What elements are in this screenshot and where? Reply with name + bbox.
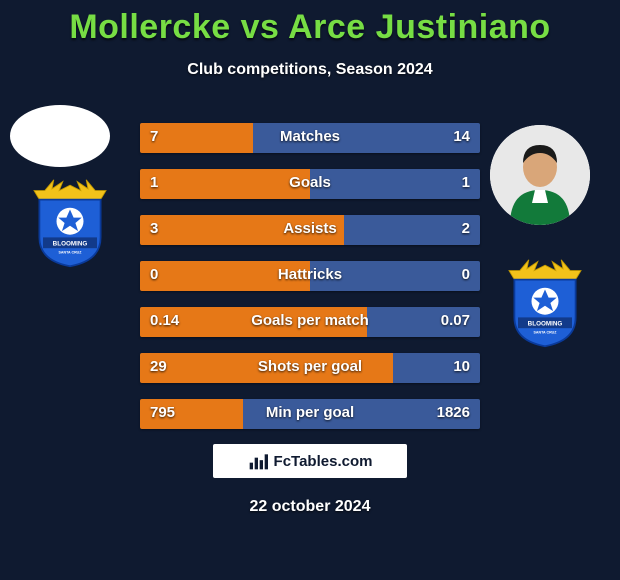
stat-row: 0.140.07Goals per match — [140, 307, 480, 337]
stat-row: 00Hattricks — [140, 261, 480, 291]
stat-label: Matches — [140, 128, 480, 145]
bar-chart-icon — [248, 451, 268, 471]
comparison-card: Mollercke vs Arce Justiniano Club compet… — [0, 0, 620, 580]
stat-label: Assists — [140, 220, 480, 237]
page-subtitle: Club competitions, Season 2024 — [0, 61, 620, 79]
svg-text:BLOOMING: BLOOMING — [53, 241, 88, 248]
page-title: Mollercke vs Arce Justiniano — [0, 0, 620, 47]
svg-text:BLOOMING: BLOOMING — [528, 321, 563, 328]
stat-row: 714Matches — [140, 123, 480, 153]
date-label: 22 october 2024 — [0, 498, 620, 516]
avatar-left — [10, 105, 110, 167]
svg-text:SANTA CRUZ: SANTA CRUZ — [59, 251, 83, 255]
brand-label: FcTables.com — [274, 453, 373, 470]
stat-label: Shots per goal — [140, 358, 480, 375]
stats-bars: 714Matches 11Goals 32Assists 00Hattricks 0.1… — [140, 123, 480, 445]
stat-label: Hattricks — [140, 266, 480, 283]
stat-row: 2910Shots per goal — [140, 353, 480, 383]
stat-row: 7951826Min per goal — [140, 399, 480, 429]
stat-row: 11Goals — [140, 169, 480, 199]
stat-row: 32Assists — [140, 215, 480, 245]
crest-right: BLOOMING SANTA CRUZ — [500, 258, 590, 348]
brand-box: FcTables.com — [213, 444, 407, 478]
club-crest-icon: BLOOMING SANTA CRUZ — [500, 258, 590, 348]
person-icon — [490, 125, 590, 225]
stat-label: Goals — [140, 174, 480, 191]
crest-left: BLOOMING SANTA CRUZ — [25, 178, 115, 268]
stat-label: Goals per match — [140, 312, 480, 329]
stat-label: Min per goal — [140, 404, 480, 421]
svg-text:SANTA CRUZ: SANTA CRUZ — [534, 331, 558, 335]
avatar-right — [490, 125, 590, 225]
club-crest-icon: BLOOMING SANTA CRUZ — [25, 178, 115, 268]
